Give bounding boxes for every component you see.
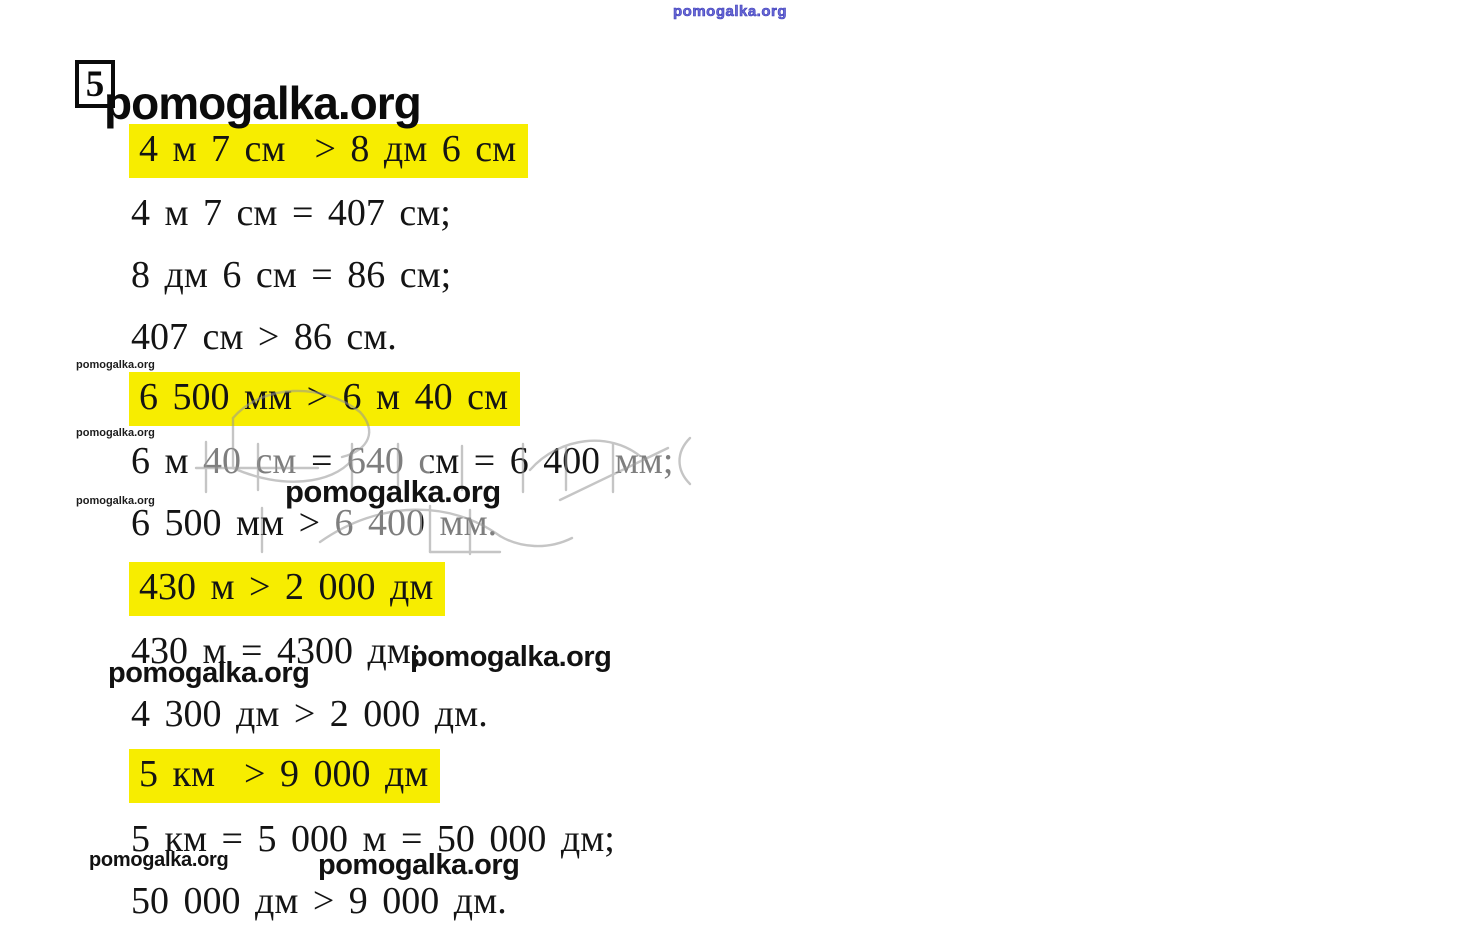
problem-statement: 4 м 7 см > 8 дм 6 см [139, 128, 517, 170]
problem-statement-highlight: 4 м 7 см > 8 дм 6 см [129, 124, 529, 178]
inline-watermark: pomogalka.org [410, 641, 612, 673]
top-site-watermark: pomogalka.org [672, 3, 788, 21]
inline-watermark: pomogalka.org [285, 474, 501, 509]
problem-statement: 6 500 мм > 6 м 40 см [139, 376, 508, 418]
solution-step: 407 см > 86 см. [131, 316, 397, 358]
solution-step: 8 дм 6 см = 86 см; [131, 254, 452, 296]
problem-statement-highlight: 430 м > 2 000 дм [129, 562, 446, 616]
problem-statement: 430 м > 2 000 дм [139, 566, 434, 608]
inline-watermark: pomogalka.org [108, 657, 310, 689]
solution-step: 430 м = 4300 дм; [131, 630, 422, 672]
solution-step: 5 км = 5 000 м = 50 000 дм; [131, 818, 615, 860]
inline-watermark: pomogalka.org [318, 849, 520, 881]
site-title: pomogalka.org [104, 77, 422, 129]
problem-number-box: 5 [75, 60, 115, 108]
margin-watermark: pomogalka.org [76, 359, 155, 371]
solution-step: 4 300 дм > 2 000 дм. [131, 693, 488, 735]
problem-number: 5 [85, 63, 105, 105]
margin-watermark: pomogalka.org [76, 427, 155, 439]
problem-statement-highlight: 5 км > 9 000 дм [129, 749, 441, 803]
inline-watermark: pomogalka.org [89, 849, 229, 871]
solution-step: 50 000 дм > 9 000 дм. [131, 880, 507, 922]
problem-statement-highlight: 6 500 мм > 6 м 40 см [129, 372, 520, 426]
problem-statement: 5 км > 9 000 дм [139, 753, 429, 795]
solution-step: 4 м 7 см = 407 см; [131, 192, 451, 234]
margin-watermark: pomogalka.org [76, 495, 155, 507]
